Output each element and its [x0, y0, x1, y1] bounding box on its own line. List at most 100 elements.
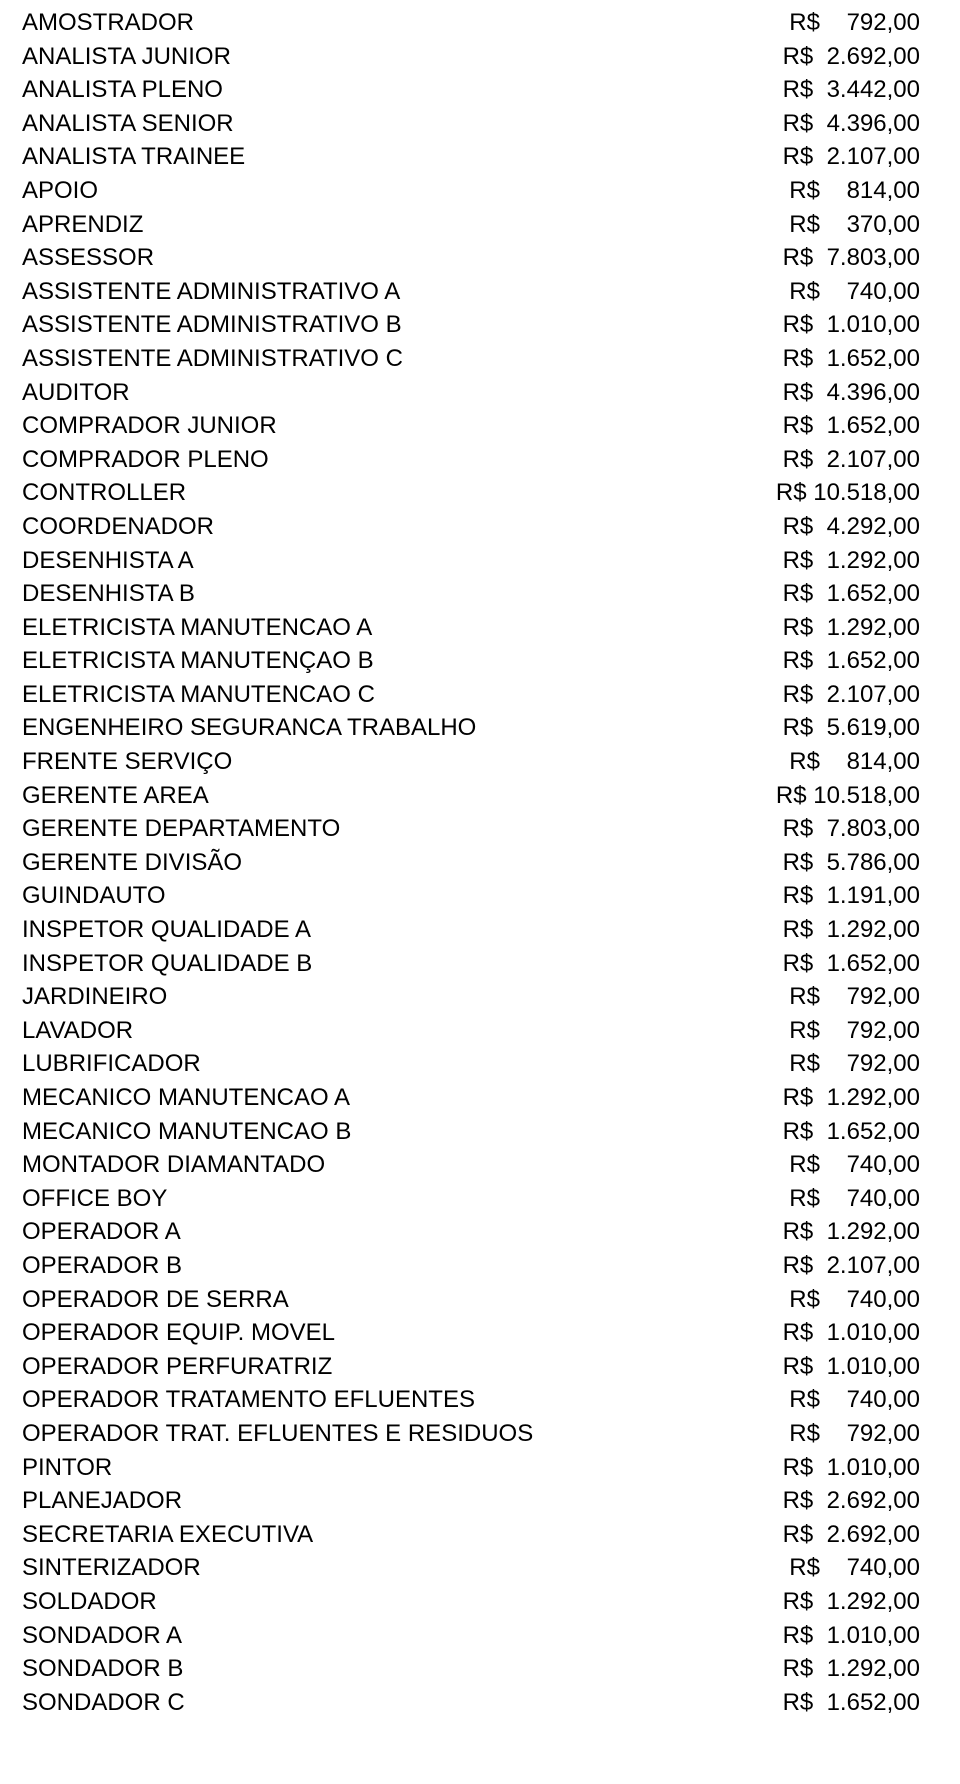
salary-value: R$ 370,00: [789, 208, 920, 242]
table-row: ASSISTENTE ADMINISTRATIVO CR$ 1.652,00: [22, 342, 920, 376]
salary-table: AMOSTRADORR$ 792,00ANALISTA JUNIOR R$ 2.6…: [0, 0, 960, 1784]
table-row: ASSESSOR R$ 7.803,00: [22, 241, 920, 275]
table-row: ASSISTENTE ADMINISTRATIVO A R$ 740,00: [22, 275, 920, 309]
table-row: GERENTE DEPARTAMENTOR$ 7.803,00: [22, 812, 920, 846]
job-title: OPERADOR EQUIP. MOVEL: [22, 1316, 335, 1350]
table-row: PLANEJADOR R$ 2.692,00: [22, 1484, 920, 1518]
salary-value: R$ 2.692,00: [783, 1484, 920, 1518]
salary-value: R$ 1.292,00: [783, 1081, 920, 1115]
table-row: INSPETOR QUALIDADE BR$ 1.652,00: [22, 947, 920, 981]
table-row: ELETRICISTA MANUTENÇAO BR$ 1.652,00: [22, 644, 920, 678]
job-title: SOLDADOR: [22, 1585, 157, 1619]
salary-value: R$ 10.518,00: [776, 779, 920, 813]
salary-value: R$ 1.292,00: [783, 611, 920, 645]
table-row: MECANICO MANUTENCAO B R$ 1.652,00: [22, 1115, 920, 1149]
table-row: SONDADOR C R$ 1.652,00: [22, 1686, 920, 1720]
table-row: OPERADOR AR$ 1.292,00: [22, 1215, 920, 1249]
table-row: OPERADOR TRAT. EFLUENTES E RESIDUOSR$ 79…: [22, 1417, 920, 1451]
salary-value: R$ 10.518,00: [776, 476, 920, 510]
salary-value: R$ 740,00: [789, 1283, 920, 1317]
table-row: SONDADOR BR$ 1.292,00: [22, 1652, 920, 1686]
table-row: ASSISTENTE ADMINISTRATIVO B R$ 1.010,00: [22, 308, 920, 342]
job-title: MECANICO MANUTENCAO A: [22, 1081, 350, 1115]
salary-value: R$ 2.692,00: [783, 1518, 920, 1552]
salary-value: R$ 814,00: [789, 174, 920, 208]
job-title: INSPETOR QUALIDADE A: [22, 913, 311, 947]
job-title: OPERADOR TRATAMENTO EFLUENTES: [22, 1383, 475, 1417]
table-row: APRENDIZR$ 370,00: [22, 208, 920, 242]
table-row: OPERADOR BR$ 2.107,00: [22, 1249, 920, 1283]
job-title: ELETRICISTA MANUTENCAO A: [22, 611, 372, 645]
table-row: PINTORR$ 1.010,00: [22, 1451, 920, 1485]
table-row: ANALISTA SENIORR$ 4.396,00: [22, 107, 920, 141]
table-row: GUINDAUTOR$ 1.191,00: [22, 879, 920, 913]
job-title: ENGENHEIRO SEGURANCA TRABALHO: [22, 711, 476, 745]
salary-value: R$ 3.442,00: [783, 73, 920, 107]
job-title: OPERADOR A: [22, 1215, 181, 1249]
table-row: DESENHISTA AR$ 1.292,00: [22, 544, 920, 578]
table-row: ANALISTA PLENOR$ 3.442,00: [22, 73, 920, 107]
salary-value: R$ 5.619,00: [783, 711, 920, 745]
salary-value: R$ 4.396,00: [783, 107, 920, 141]
table-row: MONTADOR DIAMANTADOR$ 740,00: [22, 1148, 920, 1182]
job-title: ASSISTENTE ADMINISTRATIVO B: [22, 308, 402, 342]
salary-value: R$ 792,00: [789, 1014, 920, 1048]
job-title: ELETRICISTA MANUTENCAO C: [22, 678, 375, 712]
job-title: LUBRIFICADOR: [22, 1047, 201, 1081]
table-row: COORDENADORR$ 4.292,00: [22, 510, 920, 544]
table-row: GERENTE AREA R$ 10.518,00: [22, 779, 920, 813]
job-title: FRENTE SERVIÇO: [22, 745, 232, 779]
salary-value: R$ 792,00: [789, 1417, 920, 1451]
table-row: ELETRICISTA MANUTENCAO A R$ 1.292,00: [22, 611, 920, 645]
job-title: ASSISTENTE ADMINISTRATIVO C: [22, 342, 403, 376]
salary-value: R$ 2.107,00: [783, 1249, 920, 1283]
table-row: MECANICO MANUTENCAO A R$ 1.292,00: [22, 1081, 920, 1115]
job-title: MONTADOR DIAMANTADO: [22, 1148, 325, 1182]
salary-value: R$ 1.010,00: [783, 1350, 920, 1384]
job-title: OFFICE BOY: [22, 1182, 167, 1216]
table-row: LUBRIFICADORR$ 792,00: [22, 1047, 920, 1081]
table-row: AMOSTRADORR$ 792,00: [22, 6, 920, 40]
job-title: GERENTE AREA: [22, 779, 209, 813]
salary-value: R$ 7.803,00: [783, 241, 920, 275]
job-title: ANALISTA TRAINEE: [22, 140, 245, 174]
salary-value: R$ 1.652,00: [783, 1686, 920, 1720]
table-row: COMPRADOR JUNIORR$ 1.652,00: [22, 409, 920, 443]
salary-value: R$ 1.652,00: [783, 577, 920, 611]
job-title: SONDADOR A: [22, 1619, 182, 1653]
table-row: FRENTE SERVIÇO R$ 814,00: [22, 745, 920, 779]
table-row: JARDINEIRO R$ 792,00: [22, 980, 920, 1014]
job-title: ANALISTA JUNIOR: [22, 40, 231, 74]
job-title: MECANICO MANUTENCAO B: [22, 1115, 351, 1149]
table-row: SECRETARIA EXECUTIVAR$ 2.692,00: [22, 1518, 920, 1552]
salary-value: R$ 1.010,00: [783, 308, 920, 342]
salary-value: R$ 1.010,00: [783, 1619, 920, 1653]
salary-value: R$ 740,00: [789, 275, 920, 309]
job-title: SONDADOR B: [22, 1652, 183, 1686]
table-row: APOIO R$ 814,00: [22, 174, 920, 208]
job-title: JARDINEIRO: [22, 980, 167, 1014]
salary-value: R$ 1.652,00: [783, 1115, 920, 1149]
job-title: ASSISTENTE ADMINISTRATIVO A: [22, 275, 400, 309]
job-title: PLANEJADOR: [22, 1484, 182, 1518]
job-title: SONDADOR C: [22, 1686, 185, 1720]
table-row: ENGENHEIRO SEGURANCA TRABALHO R$ 5.619,00: [22, 711, 920, 745]
job-title: GERENTE DEPARTAMENTO: [22, 812, 340, 846]
job-title: COORDENADOR: [22, 510, 214, 544]
salary-value: R$ 4.396,00: [783, 376, 920, 410]
salary-value: R$ 814,00: [789, 745, 920, 779]
salary-value: R$ 1.292,00: [783, 1585, 920, 1619]
table-row: SOLDADOR R$ 1.292,00: [22, 1585, 920, 1619]
table-row: ELETRICISTA MANUTENCAO C R$ 2.107,00: [22, 678, 920, 712]
salary-value: R$ 740,00: [789, 1383, 920, 1417]
job-title: GERENTE DIVISÃO: [22, 846, 242, 880]
table-row: OPERADOR PERFURATRIZR$ 1.010,00: [22, 1350, 920, 1384]
job-title: APOIO: [22, 174, 98, 208]
salary-value: R$ 740,00: [789, 1182, 920, 1216]
table-row: AUDITORR$ 4.396,00: [22, 376, 920, 410]
job-title: DESENHISTA A: [22, 544, 194, 578]
job-title: ASSESSOR: [22, 241, 154, 275]
job-title: SINTERIZADOR: [22, 1551, 201, 1585]
salary-value: R$ 792,00: [789, 980, 920, 1014]
salary-value: R$ 2.107,00: [783, 678, 920, 712]
